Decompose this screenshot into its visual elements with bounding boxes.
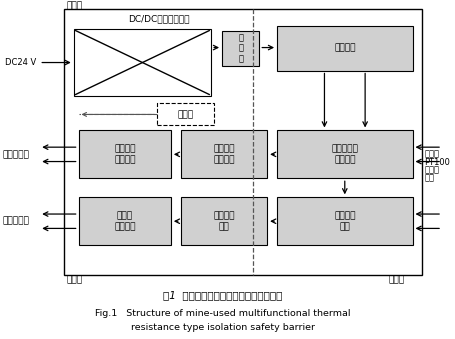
- Text: PT100: PT100: [425, 158, 450, 167]
- Text: 供电侧: 供电侧: [67, 1, 83, 10]
- FancyBboxPatch shape: [277, 131, 413, 178]
- Text: 阈值比较
电路: 阈值比较 电路: [334, 212, 355, 231]
- Text: Fig.1   Structure of mine-used multifunctional thermal: Fig.1 Structure of mine-used multifuncti…: [95, 308, 351, 318]
- FancyBboxPatch shape: [181, 197, 267, 245]
- FancyBboxPatch shape: [74, 28, 211, 97]
- Text: 热电阻信号
检测电路: 热电阻信号 检测电路: [331, 145, 358, 164]
- Text: 光耦隔离
电路: 光耦隔离 电路: [213, 212, 235, 231]
- Text: 继电器输出: 继电器输出: [3, 217, 30, 226]
- Text: 线性光耦
隔离电路: 线性光耦 隔离电路: [213, 145, 235, 164]
- Text: 输入: 输入: [425, 174, 435, 183]
- FancyBboxPatch shape: [277, 197, 413, 245]
- Text: 电压电流
转换电路: 电压电流 转换电路: [114, 145, 136, 164]
- FancyBboxPatch shape: [181, 131, 267, 178]
- FancyBboxPatch shape: [277, 26, 413, 71]
- FancyBboxPatch shape: [79, 197, 171, 245]
- FancyBboxPatch shape: [222, 31, 259, 65]
- Text: 磁隔离: 磁隔离: [177, 110, 194, 119]
- Text: 安全侧: 安全侧: [67, 276, 83, 285]
- Text: 热电阻: 热电阻: [425, 166, 440, 175]
- Text: DC/DC隔离电源模块: DC/DC隔离电源模块: [128, 14, 189, 23]
- Text: 图1  矿用多功能热电阻型隔离安全栅结构: 图1 矿用多功能热电阻型隔离安全栅结构: [163, 290, 283, 300]
- Text: 危险侧: 危险侧: [388, 276, 404, 285]
- Text: resistance type isolation safety barrier: resistance type isolation safety barrier: [131, 322, 315, 332]
- FancyBboxPatch shape: [79, 131, 171, 178]
- Text: DC24 V: DC24 V: [5, 58, 36, 67]
- Text: 模拟量输出: 模拟量输出: [3, 150, 30, 159]
- Text: 限能电路: 限能电路: [334, 43, 355, 53]
- FancyBboxPatch shape: [157, 103, 214, 125]
- Text: 磁
隔
离: 磁 隔 离: [238, 33, 243, 63]
- Text: 三线制: 三线制: [425, 150, 440, 159]
- Text: 继电器
输出电路: 继电器 输出电路: [114, 212, 136, 231]
